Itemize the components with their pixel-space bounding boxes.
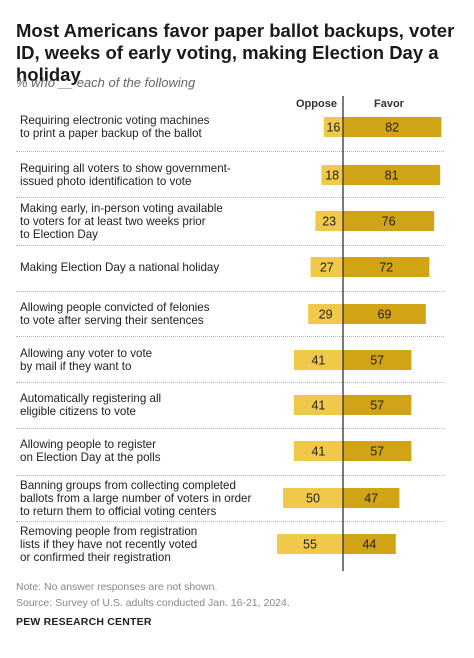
oppose-value-label: 41 <box>311 354 325 368</box>
row-label-line: issued photo identification to vote <box>20 175 192 188</box>
row-label: Removing people from registration lists i… <box>20 525 260 564</box>
row-label: Making Election Day a national holiday <box>20 261 260 274</box>
row-label-line: on Election Day at the polls <box>20 451 161 464</box>
favor-value-label: 47 <box>364 492 378 506</box>
row-separator <box>16 245 444 246</box>
row-label: Requiring all voters to show government-… <box>20 162 260 188</box>
row-separator <box>16 521 444 522</box>
favor-value-label: 76 <box>382 215 396 229</box>
row-label-line: Requiring all voters to show government- <box>20 162 231 175</box>
row-separator <box>16 475 444 476</box>
oppose-value-label: 50 <box>306 492 320 506</box>
row-separator <box>16 428 444 429</box>
oppose-bar <box>315 211 343 231</box>
favor-bar <box>343 211 435 231</box>
favor-value-label: 44 <box>362 538 376 552</box>
row-label-line: Making early, in-person voting available <box>20 201 223 215</box>
row-label: Allowing any voter to vote by mail if the… <box>20 347 260 373</box>
row-label-line: by mail if they want to <box>20 360 132 373</box>
row-label-line: to voters for at least two weeks prior <box>20 214 206 228</box>
row-label-line: to vote after serving their sentences <box>20 314 204 327</box>
row-label-line: Requiring electronic voting machines <box>20 114 210 127</box>
favor-bar <box>343 441 412 461</box>
favor-value-label: 69 <box>377 308 391 322</box>
favor-value-label: 82 <box>385 121 399 135</box>
favor-bar <box>343 488 400 508</box>
row-separator <box>16 382 444 383</box>
favor-value-label: 57 <box>370 445 384 459</box>
row-label-line: Allowing people to register <box>20 438 156 451</box>
row-label-line: Banning groups from collecting completed <box>20 478 236 492</box>
favor-value-label: 81 <box>385 169 399 183</box>
row-label-line: to Election Day <box>20 227 98 241</box>
row-label: Automatically registering all eligible ci… <box>20 392 260 418</box>
oppose-bar <box>323 117 343 137</box>
row-separator <box>16 291 444 292</box>
oppose-bar <box>310 257 343 277</box>
favor-value-label: 57 <box>370 354 384 368</box>
oppose-bar <box>283 488 343 508</box>
oppose-bar <box>293 395 343 415</box>
row-label-line: or confirmed their registration <box>20 550 171 564</box>
row-label: Allowing people convicted of felonies to … <box>20 301 260 327</box>
chart-title: Most Americans favor paper ballot backup… <box>16 20 455 85</box>
row-label-line: lists if they have not recently voted <box>20 537 198 551</box>
row-label-line: Making Election Day a national holiday <box>20 260 220 274</box>
oppose-bar <box>293 350 343 370</box>
row-label-line: Automatically registering all <box>20 392 162 405</box>
oppose-value-label: 16 <box>326 121 340 135</box>
favor-bar <box>343 165 441 185</box>
oppose-value-label: 29 <box>319 308 333 322</box>
oppose-value-label: 18 <box>325 169 339 183</box>
favor-bar <box>343 534 396 554</box>
row-separator <box>16 197 444 198</box>
oppose-value-label: 23 <box>322 215 336 229</box>
favor-bar <box>343 257 430 277</box>
favor-value-label: 72 <box>379 261 393 275</box>
favor-bar <box>343 350 412 370</box>
chart-source: Source: Survey of U.S. adults conducted … <box>16 597 290 609</box>
row-label-line: Allowing any voter to vote <box>20 347 153 360</box>
oppose-value-label: 41 <box>311 399 325 413</box>
oppose-bar <box>308 304 343 324</box>
row-label-line: ballots from a large number of voters in… <box>20 491 252 505</box>
row-label-line: to return them to official voting center… <box>20 504 217 518</box>
row-label-line: to print a paper backup of the ballot <box>20 127 202 140</box>
oppose-bar <box>277 534 343 554</box>
organization-name: PEW RESEARCH CENTER <box>16 616 152 628</box>
favor-value-label: 57 <box>370 399 384 413</box>
oppose-value-label: 41 <box>311 445 325 459</box>
oppose-column-header: Oppose <box>296 98 337 110</box>
oppose-value-label: 27 <box>320 261 334 275</box>
row-label: Allowing people to register on Election D… <box>20 438 260 464</box>
favor-bar <box>343 304 426 324</box>
oppose-bar <box>293 441 343 461</box>
row-label: Requiring electronic voting machines to p… <box>20 114 260 140</box>
row-separator <box>16 336 444 337</box>
row-label-line: eligible citizens to vote <box>20 405 136 418</box>
chart-note: Note: No answer responses are not shown. <box>16 581 218 593</box>
oppose-value-label: 55 <box>303 538 317 552</box>
row-label: Making early, in-person voting available… <box>20 202 260 241</box>
row-label: Banning groups from collecting completed… <box>20 479 260 518</box>
chart-subtitle: % who __ each of the following <box>16 75 196 90</box>
row-label-line: Removing people from registration <box>20 524 198 538</box>
favor-bar <box>343 117 442 137</box>
oppose-bar <box>321 165 343 185</box>
favor-column-header: Favor <box>374 98 404 110</box>
favor-bar <box>343 395 412 415</box>
row-separator <box>16 151 444 152</box>
row-label-line: Allowing people convicted of felonies <box>20 301 210 314</box>
